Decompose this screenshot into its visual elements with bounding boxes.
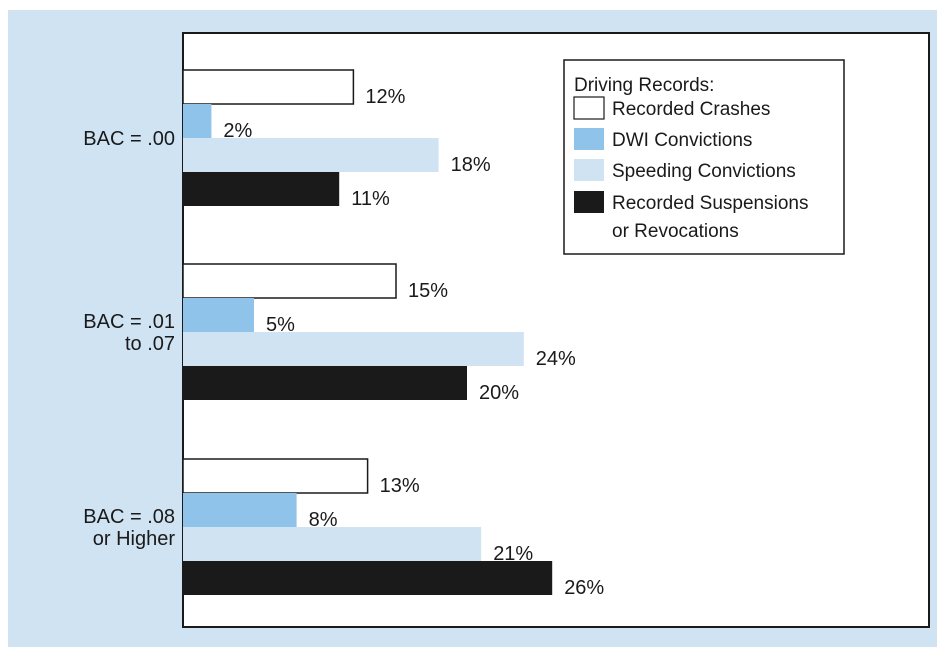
category-label: or Higher (93, 528, 176, 550)
bar-speeding-convictions (183, 332, 524, 366)
data-label: 15% (408, 280, 448, 302)
bar-recorded-suspensions-or-revocations (183, 366, 467, 400)
data-label: 13% (380, 475, 420, 497)
legend-entry-label: Speeding Convictions (612, 161, 796, 182)
bar-recorded-suspensions-or-revocations (183, 561, 553, 595)
data-label: 21% (493, 543, 533, 565)
legend-entry-label: or Revocations (612, 221, 739, 242)
bar-chart: 12% 2% 18% 11% BAC = .00 15% 5% 24% 20% BAC = .01… (83, 32, 930, 628)
bar-recorded-crashes (182, 458, 369, 494)
category-label: to .07 (125, 333, 175, 355)
legend-swatch (574, 128, 604, 150)
legend-entries: Recorded Crashes DWI Convictions Speeding … (573, 96, 808, 242)
data-label: 12% (365, 86, 405, 108)
legend-swatch (573, 96, 605, 120)
legend-swatch (574, 159, 604, 181)
data-label: 18% (451, 154, 491, 176)
bar-dwi-convictions (183, 493, 297, 527)
bar-dwi-convictions (183, 298, 254, 332)
bar-speeding-convictions (183, 138, 439, 172)
category-label: BAC = .00 (83, 128, 175, 150)
legend-title: Driving Records: (574, 75, 714, 96)
legend-entry-label: Recorded Suspensions (612, 193, 808, 214)
bar-recorded-crashes (182, 69, 355, 105)
data-label: 20% (479, 382, 519, 404)
bar-recorded-crashes (182, 263, 397, 299)
category-label: BAC = .01 (83, 311, 175, 333)
legend-swatch (574, 191, 604, 213)
bar-dwi-convictions (183, 104, 212, 138)
data-label: 2% (223, 120, 252, 142)
legend-entry-label: Recorded Crashes (612, 99, 770, 120)
category-label: BAC = .08 (83, 506, 175, 528)
legend: Driving Records: Recorded Crashes DWI Con… (563, 59, 845, 255)
data-label: 24% (536, 348, 576, 370)
data-label: 5% (266, 314, 295, 336)
bar-recorded-suspensions-or-revocations (183, 172, 340, 206)
legend-entry-label: DWI Convictions (612, 130, 752, 151)
bars-layer (182, 69, 553, 595)
bar-speeding-convictions (183, 527, 482, 561)
data-label: 26% (564, 577, 604, 599)
legend-box (563, 59, 845, 255)
data-label: 8% (309, 509, 338, 531)
chart-frame: 12% 2% 18% 11% BAC = .00 15% 5% 24% 20% BAC = .01… (8, 10, 937, 647)
data-label: 11% (351, 188, 390, 210)
labels-layer: 12% 2% 18% 11% BAC = .00 15% 5% 24% 20% BAC = .01… (83, 86, 604, 599)
